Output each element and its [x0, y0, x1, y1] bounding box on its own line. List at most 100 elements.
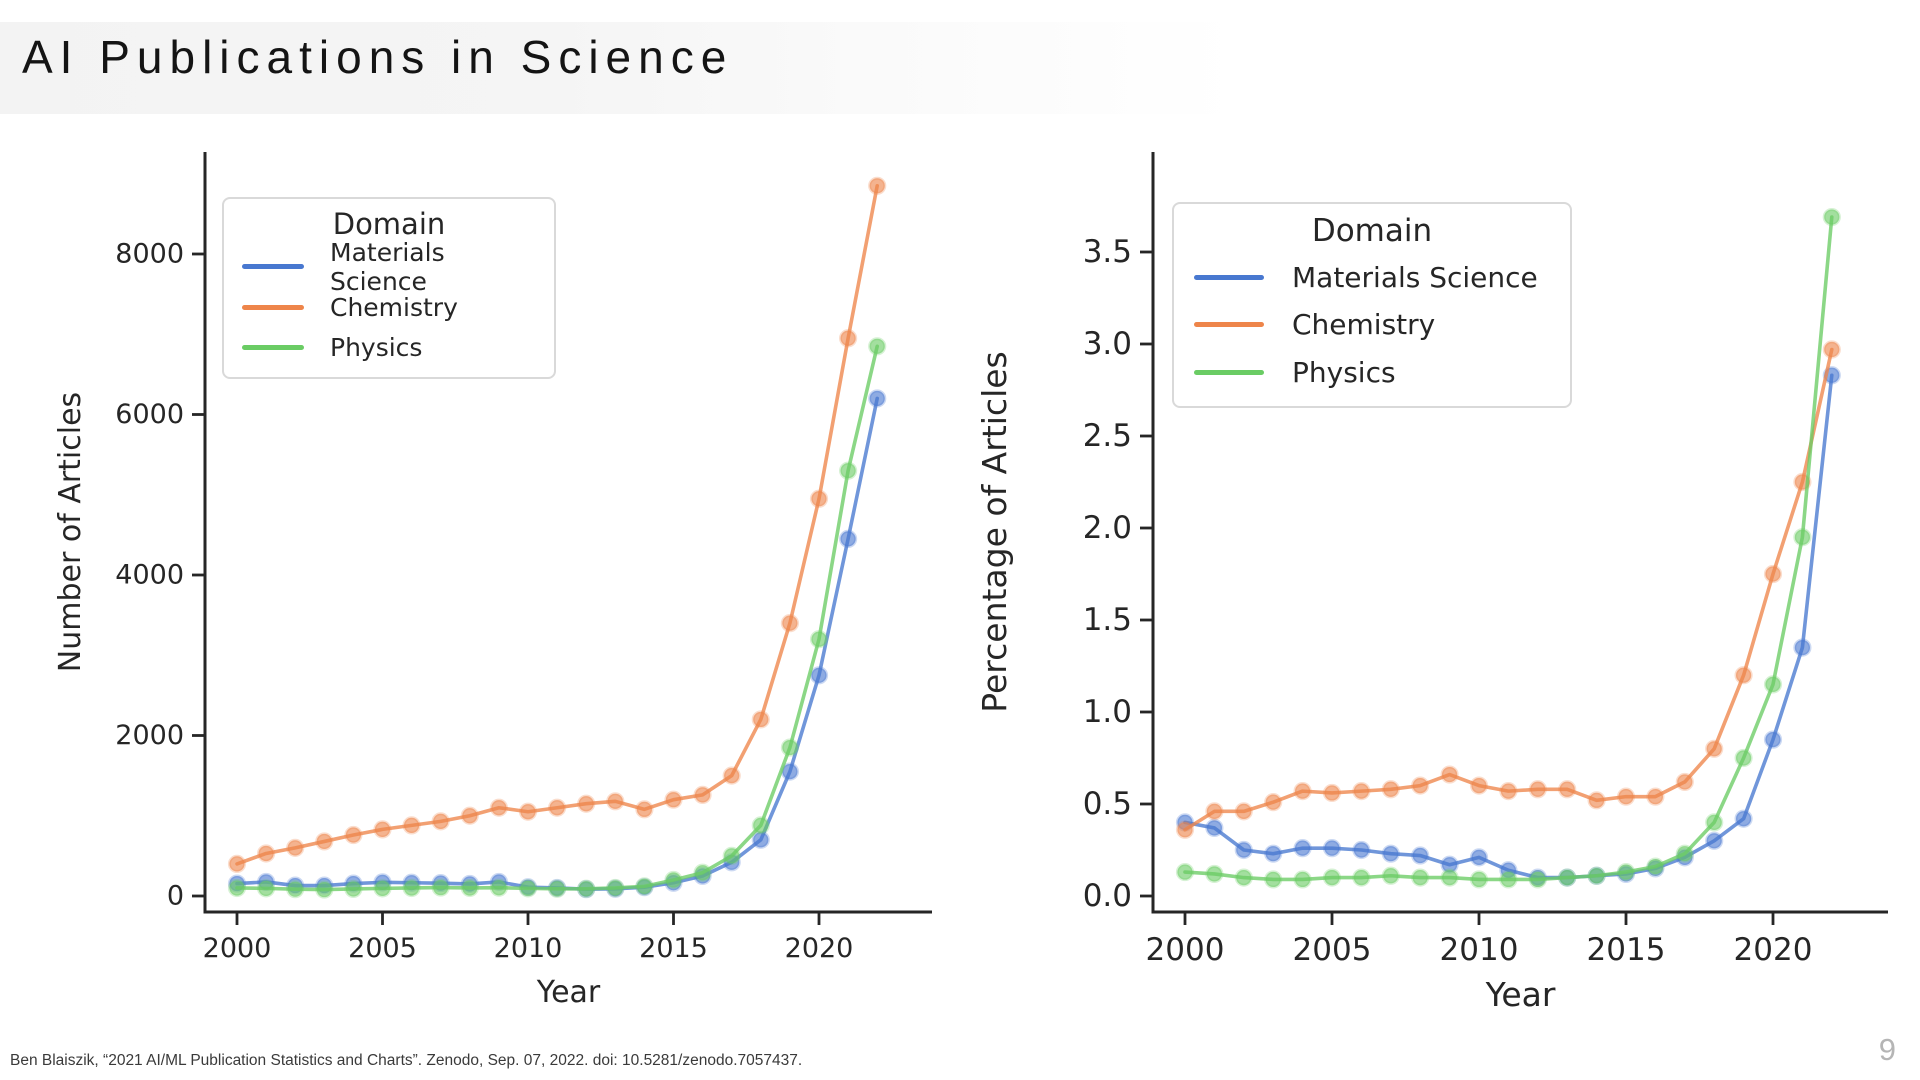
data-point-chemistry — [751, 710, 770, 729]
legend-item-physics: Physics — [1194, 349, 1550, 396]
data-point-physics — [1440, 868, 1459, 887]
x-tick-label: 2010 — [1440, 932, 1519, 968]
data-point-physics — [1322, 868, 1342, 887]
data-point-chemistry — [1440, 765, 1459, 784]
data-point-chemistry — [257, 844, 276, 863]
data-point-chemistry — [1175, 820, 1195, 839]
data-point-physics — [1793, 528, 1812, 547]
data-point-chemistry — [577, 794, 596, 813]
data-point-physics — [548, 879, 567, 898]
legend-title: Domain — [1311, 213, 1433, 249]
data-point-physics — [577, 879, 596, 898]
x-tick-label: 2010 — [494, 933, 563, 964]
data-point-chemistry — [1293, 782, 1312, 801]
axis-spines — [203, 152, 932, 914]
data-point-materials-science — [1793, 638, 1812, 657]
data-point-physics — [1293, 870, 1312, 889]
legend-item-physics: Physics — [242, 328, 536, 368]
data-point-chemistry — [1705, 739, 1724, 758]
legend-item-materials-science: Materials Science — [1194, 254, 1550, 301]
data-point-physics — [460, 878, 479, 898]
y-tick-label: 2000 — [115, 720, 184, 751]
x-tick-label: 2000 — [1146, 932, 1225, 968]
data-point-physics — [1616, 862, 1636, 882]
legend-swatch-icon — [1194, 369, 1264, 375]
data-point-chemistry — [1205, 802, 1224, 821]
y-tick-label: 2.5 — [1083, 418, 1132, 454]
data-point-chemistry — [315, 832, 334, 851]
data-point-physics — [1381, 866, 1400, 885]
slide-title: AI Publications in Science — [22, 31, 734, 83]
legend-item-materials-science: Materials Science — [242, 238, 536, 296]
data-point-materials-science — [1352, 840, 1371, 860]
data-point-chemistry — [1646, 787, 1665, 806]
data-point-physics — [1411, 868, 1430, 887]
data-point-physics — [1175, 862, 1195, 882]
data-point-physics — [344, 879, 363, 899]
data-point-chemistry — [1675, 772, 1694, 792]
legend-label: Chemistry — [330, 293, 458, 323]
data-point-chemistry — [693, 785, 712, 804]
legend-swatch-icon — [1194, 322, 1264, 328]
data-point-chemistry — [1322, 783, 1342, 803]
axis-spines — [1151, 152, 1888, 914]
y-axis-label: Percentage of Articles — [975, 351, 1014, 713]
data-point-physics — [1264, 870, 1283, 889]
data-point-chemistry — [1734, 666, 1753, 685]
x-axis-label: Year — [536, 975, 601, 1010]
data-point-chemistry — [606, 792, 625, 811]
y-tick-label: 0 — [167, 881, 184, 912]
data-point-physics — [1705, 813, 1724, 832]
data-point-chemistry — [227, 854, 247, 874]
data-point-physics — [1205, 864, 1224, 884]
data-point-physics — [1587, 866, 1606, 885]
x-tick-label: 2020 — [1734, 932, 1813, 968]
legend-label: Materials Science — [1292, 261, 1538, 295]
data-point-chemistry — [1763, 564, 1783, 584]
data-point-chemistry — [1352, 782, 1371, 801]
data-point-materials-science — [1234, 840, 1253, 860]
data-point-materials-science — [751, 830, 770, 849]
data-point-physics — [635, 877, 654, 896]
data-point-physics — [722, 846, 741, 865]
data-point-materials-science — [1469, 848, 1489, 867]
legend-label: Physics — [1292, 355, 1396, 389]
legend-swatch-icon — [242, 305, 304, 311]
y-tick-label: 6000 — [115, 399, 184, 430]
data-point-physics — [1528, 870, 1547, 889]
y-tick-label: 1.5 — [1083, 602, 1132, 638]
data-point-chemistry — [1469, 776, 1489, 795]
data-point-chemistry — [1234, 802, 1253, 821]
data-point-materials-science — [809, 666, 829, 685]
legend-label: Physics — [330, 332, 423, 362]
data-point-physics — [1499, 870, 1518, 889]
data-point-physics — [315, 880, 334, 899]
x-tick-label: 2005 — [1293, 932, 1372, 968]
data-point-chemistry — [518, 802, 538, 821]
data-point-chemistry — [344, 825, 363, 845]
data-point-physics — [227, 878, 247, 898]
data-point-chemistry — [635, 800, 654, 819]
data-point-physics — [1763, 675, 1783, 694]
x-tick-label: 2015 — [639, 933, 708, 964]
data-point-materials-science — [1734, 809, 1753, 828]
data-point-chemistry — [868, 176, 887, 195]
legend-label: Materials Science — [330, 237, 445, 296]
y-tick-label: 3.5 — [1083, 234, 1132, 270]
data-point-materials-science — [1322, 839, 1342, 858]
data-point-chemistry — [1616, 787, 1636, 806]
data-point-physics — [286, 880, 305, 899]
left-chart-legend: Domain Materials Science Chemistry Physics — [222, 197, 556, 379]
data-point-chemistry — [1587, 791, 1606, 810]
legend-label: Chemistry — [1292, 308, 1436, 342]
data-point-materials-science — [868, 389, 887, 408]
y-axis-label: Number of Articles — [53, 392, 88, 672]
data-point-materials-science — [1205, 818, 1224, 838]
data-point-chemistry — [1499, 782, 1518, 801]
data-point-physics — [606, 878, 625, 898]
data-point-materials-science — [1293, 839, 1312, 858]
data-point-chemistry — [431, 812, 450, 831]
data-point-chemistry — [780, 614, 800, 633]
data-point-physics — [1734, 748, 1753, 768]
x-tick-label: 2005 — [348, 933, 417, 964]
